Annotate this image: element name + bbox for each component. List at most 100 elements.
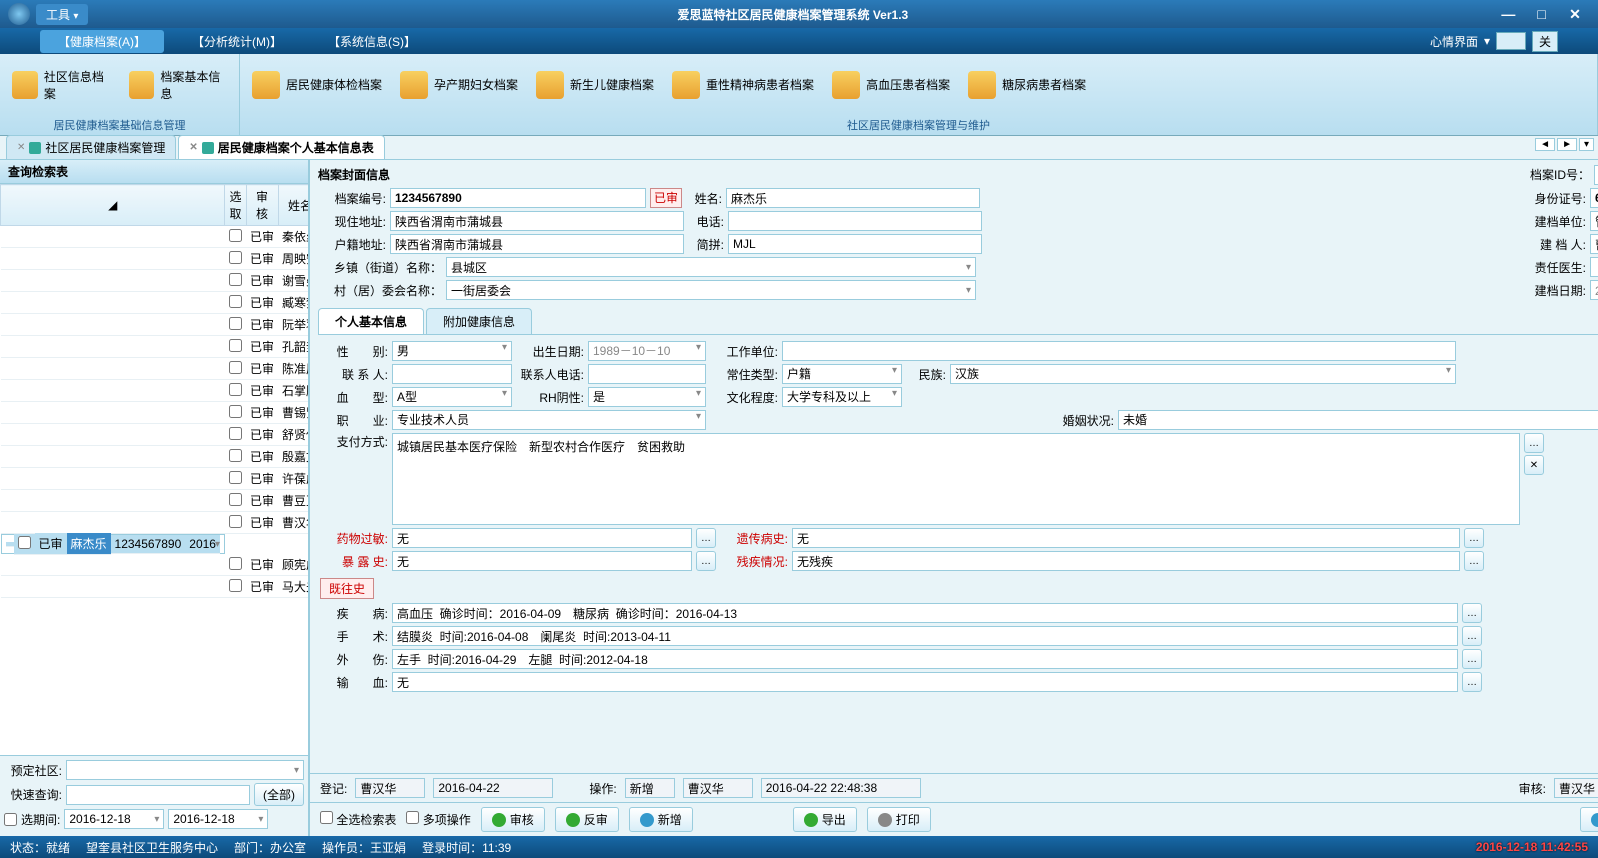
- col-name[interactable]: 姓名: [278, 185, 308, 226]
- inherit-field[interactable]: [792, 528, 1460, 548]
- job-select[interactable]: 专业技术人员: [392, 410, 706, 430]
- trauma-field[interactable]: [392, 649, 1458, 669]
- multi-op-checkbox[interactable]: 多项操作: [406, 811, 470, 828]
- menu-system-info[interactable]: 【系统信息(S)】: [310, 30, 434, 53]
- archive-id-field[interactable]: [1594, 165, 1598, 185]
- tools-menu[interactable]: 工具 ▾: [36, 4, 88, 25]
- sex-select[interactable]: 男: [392, 341, 512, 361]
- code-field[interactable]: [390, 188, 646, 208]
- table-row[interactable]: 已审 麻杰乐 1234567890 2016: [1, 534, 225, 554]
- tab-prev-button[interactable]: ◄: [1535, 138, 1555, 151]
- row-checkbox[interactable]: [18, 536, 31, 549]
- transf-field[interactable]: [392, 672, 1458, 692]
- disease-pick-button[interactable]: …: [1462, 603, 1482, 623]
- date-to-select[interactable]: 2016-12-18: [168, 809, 268, 829]
- table-row[interactable]: 已审 周映安 2 2016: [1, 248, 309, 270]
- save-button[interactable]: 保存: [1580, 807, 1598, 832]
- row-checkbox[interactable]: [229, 515, 242, 528]
- cphone-field[interactable]: [588, 364, 706, 384]
- expose-field[interactable]: [392, 551, 692, 571]
- ribbon-diabetes[interactable]: 糖尿病患者档案: [968, 71, 1086, 99]
- col-indicator[interactable]: ◢: [1, 185, 225, 226]
- cdate-select[interactable]: 2016－04－22: [1590, 280, 1598, 300]
- edu-select[interactable]: 大学专科及以上: [782, 387, 902, 407]
- surgery-pick-button[interactable]: …: [1462, 626, 1482, 646]
- row-checkbox[interactable]: [229, 361, 242, 374]
- period-checkbox[interactable]: [4, 813, 17, 826]
- village-select[interactable]: 一街居委会: [446, 280, 976, 300]
- select-all-checkbox[interactable]: 全选检索表: [320, 811, 396, 828]
- row-checkbox[interactable]: [229, 229, 242, 242]
- export-button[interactable]: 导出: [793, 807, 857, 832]
- ribbon-health-exam[interactable]: 居民健康体检档案: [252, 71, 382, 99]
- row-checkbox[interactable]: [229, 295, 242, 308]
- disease-field[interactable]: [392, 603, 1458, 623]
- menu-analysis-stats[interactable]: 【分析统计(M)】: [174, 30, 300, 53]
- unaudit-button[interactable]: 反审: [555, 807, 619, 832]
- minimize-button[interactable]: ―: [1493, 6, 1523, 22]
- ribbon-newborn[interactable]: 新生儿健康档案: [536, 71, 654, 99]
- table-row[interactable]: 已审 陈准辰 7 2016: [1, 358, 309, 380]
- row-checkbox[interactable]: [229, 471, 242, 484]
- row-checkbox[interactable]: [229, 251, 242, 264]
- unit-select[interactable]: 管理部: [1590, 211, 1598, 231]
- tab-next-button[interactable]: ►: [1557, 138, 1577, 151]
- resid-select[interactable]: 户籍: [782, 364, 902, 384]
- ribbon-archive-basic[interactable]: 档案基本信息: [129, 68, 228, 102]
- row-checkbox[interactable]: [229, 449, 242, 462]
- ribbon-mental[interactable]: 重性精神病患者档案: [672, 71, 814, 99]
- results-grid[interactable]: ◢ 选取 审核 姓名 档案编号 登记 已审 秦依丝 1 2016 已审 周映安 …: [0, 184, 308, 755]
- row-checkbox[interactable]: [229, 273, 242, 286]
- trauma-pick-button[interactable]: …: [1462, 649, 1482, 669]
- row-checkbox[interactable]: [229, 557, 242, 570]
- py-field[interactable]: [728, 234, 982, 254]
- maximize-button[interactable]: □: [1527, 6, 1557, 22]
- ptab-basic[interactable]: 个人基本信息: [318, 308, 424, 334]
- table-row[interactable]: 已审 石掌腺 8 2016: [1, 380, 309, 402]
- audit-button[interactable]: 审核: [481, 807, 545, 832]
- table-row[interactable]: 已审 许葆成 12 2016: [1, 468, 309, 490]
- close-tab-icon[interactable]: ✕: [17, 142, 25, 153]
- idno-field[interactable]: [1590, 188, 1598, 208]
- col-audit[interactable]: 审核: [246, 185, 278, 226]
- ribbon-hypertension[interactable]: 高血压患者档案: [832, 71, 950, 99]
- marry-select[interactable]: 未婚: [1118, 410, 1598, 430]
- preset-community-select[interactable]: [66, 760, 304, 780]
- name-field[interactable]: [726, 188, 980, 208]
- print-button[interactable]: 打印: [867, 807, 931, 832]
- addr-field[interactable]: [390, 211, 684, 231]
- disable-pick-button[interactable]: …: [1464, 551, 1484, 571]
- quick-search-input[interactable]: [66, 785, 250, 805]
- row-checkbox[interactable]: [229, 317, 242, 330]
- date-from-select[interactable]: 2016-12-18: [64, 809, 164, 829]
- work-field[interactable]: [782, 341, 1456, 361]
- table-row[interactable]: 已审 马大夫 6546343 2016: [1, 576, 309, 598]
- nation-select[interactable]: 汉族: [950, 364, 1456, 384]
- all-button[interactable]: (全部): [254, 783, 304, 806]
- table-row[interactable]: 已审 曹豆豆 15 2016: [1, 490, 309, 512]
- pay-textarea[interactable]: 城镇居民基本医疗保险 新型农村合作医疗 贫困救助: [392, 433, 1520, 525]
- reg-field[interactable]: [390, 234, 684, 254]
- row-checkbox[interactable]: [229, 579, 242, 592]
- table-row[interactable]: 已审 曹锡贤 9 2016: [1, 402, 309, 424]
- phone-field[interactable]: [728, 211, 982, 231]
- table-row[interactable]: 已审 曹汉华 19 2016: [1, 512, 309, 534]
- close-tab-icon[interactable]: ✕: [189, 142, 197, 153]
- allergy-field[interactable]: [392, 528, 692, 548]
- disable-field[interactable]: [792, 551, 1460, 571]
- transf-pick-button[interactable]: …: [1462, 672, 1482, 692]
- table-row[interactable]: 已审 阮举羽 5 2016: [1, 314, 309, 336]
- table-row[interactable]: 已审 谢雪曼 3 2016: [1, 270, 309, 292]
- row-checkbox[interactable]: [229, 493, 242, 506]
- blood-select[interactable]: A型: [392, 387, 512, 407]
- close-button[interactable]: ✕: [1560, 6, 1590, 23]
- table-row[interactable]: 已审 顾宪成 4354345 2016: [1, 554, 309, 576]
- ribbon-pregnancy[interactable]: 孕产期妇女档案: [400, 71, 518, 99]
- expose-pick-button[interactable]: …: [696, 551, 716, 571]
- chevron-down-icon[interactable]: ▾: [1484, 34, 1490, 48]
- ribbon-community-info[interactable]: 社区信息档案: [12, 68, 111, 102]
- doctor-select[interactable]: [1590, 257, 1598, 277]
- table-row[interactable]: 已审 舒贤保 10 2016: [1, 424, 309, 446]
- mood-input[interactable]: [1496, 32, 1526, 50]
- ptab-extra[interactable]: 附加健康信息: [426, 308, 532, 334]
